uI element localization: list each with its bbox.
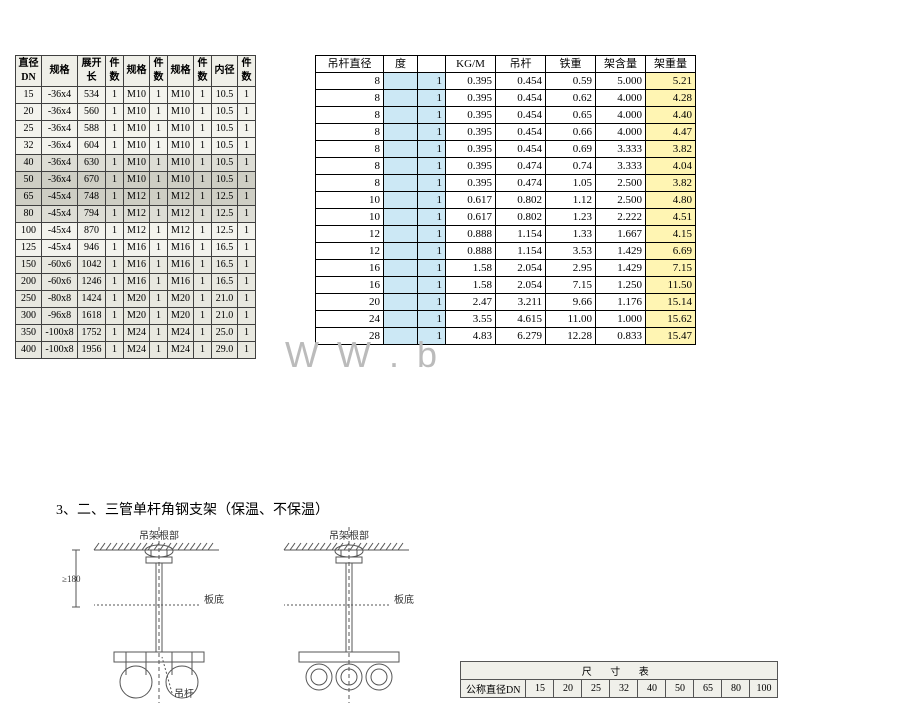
right-header: [418, 56, 446, 73]
svg-text:≥180: ≥180: [62, 574, 81, 584]
table-row: 810.3950.4740.743.3334.04: [316, 158, 696, 175]
section-title: 3、二、三管单杆角钢支架（保温、不保温）: [56, 499, 329, 519]
table-row: 15-36x45341M101M10110.51: [16, 87, 256, 104]
left-spec-table: 直径DN规格展开长件数规格件数规格件数内径件数 15-36x45341M101M…: [15, 55, 256, 359]
left-header: 件数: [194, 56, 212, 87]
left-header: 规格: [168, 56, 194, 87]
right-header: 吊杆: [496, 56, 546, 73]
table-row: 2814.836.27912.280.83315.47: [316, 328, 696, 345]
svg-text:吊杆: 吊杆: [174, 688, 194, 700]
left-header: 规格: [42, 56, 78, 87]
table-row: 810.3950.4540.624.0004.28: [316, 90, 696, 107]
table-row: 1210.8881.1543.531.4296.69: [316, 243, 696, 260]
table-row: 250-80x814241M201M20121.01: [16, 291, 256, 308]
table-row: 25-36x45881M101M10110.51: [16, 121, 256, 138]
left-header: 件数: [106, 56, 124, 87]
table-row: 40-36x46301M101M10110.51: [16, 155, 256, 172]
table-row: 810.3950.4540.664.0004.47: [316, 124, 696, 141]
right-header: 架重量: [646, 56, 696, 73]
table-row: 400-100x819561M241M24129.01: [16, 342, 256, 359]
table-row: 2012.473.2119.661.17615.14: [316, 294, 696, 311]
table-row: 1611.582.0542.951.4297.15: [316, 260, 696, 277]
table-row: 2413.554.61511.001.00015.62: [316, 311, 696, 328]
left-header: 展开长: [78, 56, 106, 87]
right-header: 度: [384, 56, 418, 73]
svg-text:板底: 板底: [394, 593, 414, 606]
left-header: 内径: [212, 56, 238, 87]
svg-text:板底: 板底: [204, 593, 224, 606]
table-row: 50-36x46701M101M10110.51: [16, 172, 256, 189]
table-row: 810.3950.4741.052.5003.82: [316, 175, 696, 192]
table-row: 1210.8881.1541.331.6674.15: [316, 226, 696, 243]
right-header: 铁重: [546, 56, 596, 73]
left-header: 件数: [150, 56, 168, 87]
table-row: 810.3950.4540.654.0004.40: [316, 107, 696, 124]
table-row: 80-45x47941M121M12112.51: [16, 206, 256, 223]
table-row: 350-100x817521M241M24125.01: [16, 325, 256, 342]
table-row: 1611.582.0547.151.25011.50: [316, 277, 696, 294]
left-header: 规格: [124, 56, 150, 87]
right-header: 架含量: [596, 56, 646, 73]
size-label: 公称直径DN: [461, 680, 526, 698]
left-header: 直径DN: [16, 56, 42, 87]
table-row: 810.3950.4540.595.0005.21: [316, 73, 696, 90]
table-row: 100-45x48701M121M12112.51: [16, 223, 256, 240]
table-row: 200-60x612461M161M16116.51: [16, 274, 256, 291]
table-row: 1010.6170.8021.232.2224.51: [316, 209, 696, 226]
table-row: 300-96x816181M201M20121.01: [16, 308, 256, 325]
table-row: 32-36x46041M101M10110.51: [16, 138, 256, 155]
table-row: 1010.6170.8021.122.5004.80: [316, 192, 696, 209]
right-calc-table: 吊杆直径度 KG/M吊杆铁重架含量架重量 810.3950.4540.595.00…: [315, 55, 696, 345]
table-row: 20-36x45601M101M10110.51: [16, 104, 256, 121]
size-table: 尺 寸 表 公称直径DN1520253240506580100: [460, 661, 778, 698]
table-row: 150-60x610421M161M16116.51: [16, 257, 256, 274]
table-row: 65-45x47481M121M12112.51: [16, 189, 256, 206]
size-table-area: 尺 寸 表 公称直径DN1520253240506580100: [460, 661, 778, 698]
right-header: KG/M: [446, 56, 496, 73]
right-header: 吊杆直径: [316, 56, 384, 73]
table-row: 810.3950.4540.693.3333.82: [316, 141, 696, 158]
table-row: 125-45x49461M161M16116.51: [16, 240, 256, 257]
hanger-diagram: 吊架根部≥180板底吊杆吊架根部板底: [54, 527, 454, 703]
left-header: 件数: [238, 56, 256, 87]
